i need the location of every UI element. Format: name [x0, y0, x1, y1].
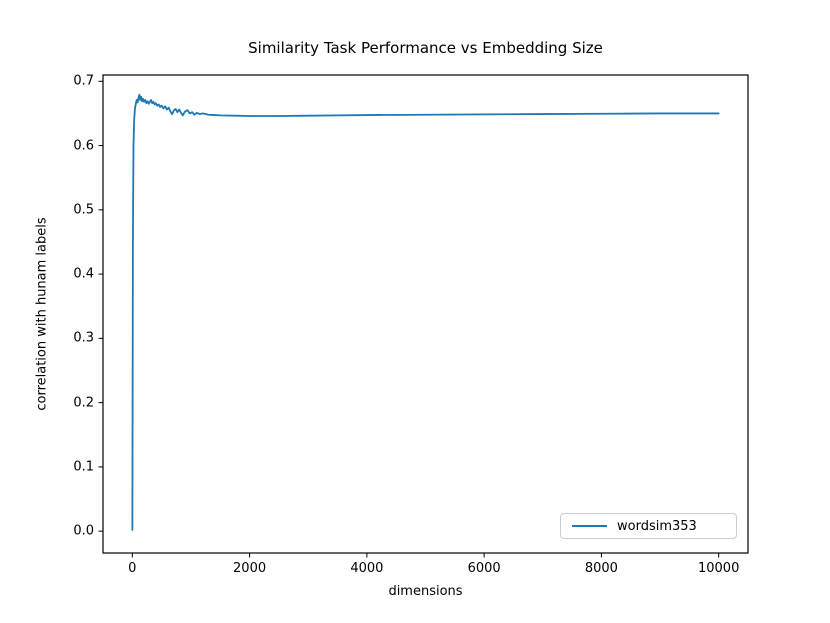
legend: wordsim353: [560, 513, 737, 539]
legend-label: wordsim353: [617, 518, 697, 534]
x-tick-label: 8000: [584, 561, 618, 576]
data-line-wordsim353: [131, 93, 720, 531]
x-tick-labels: 0 2000 4000 6000 8000 10000: [0, 561, 830, 581]
plot-frame: [102, 74, 749, 554]
x-tick-label: 10000: [697, 561, 740, 576]
y-tick-label: 0.6: [73, 138, 94, 154]
x-tick-label: 2000: [233, 561, 267, 576]
legend-line-swatch: [572, 524, 607, 528]
y-tick-label: 0.1: [73, 459, 94, 475]
y-tick-label: 0.7: [73, 73, 94, 89]
x-axis-label: dimensions: [388, 584, 463, 599]
y-tick-label: 0.3: [73, 330, 94, 346]
y-tick-label: 0.2: [73, 395, 94, 411]
chart-title: Similarity Task Performance vs Embedding…: [248, 39, 603, 57]
y-tick-label: 0.5: [73, 202, 94, 218]
y-tick-labels: 0.0 0.1 0.2 0.3 0.4 0.5 0.6 0.7: [0, 0, 94, 623]
x-tick-label: 4000: [350, 561, 384, 576]
y-tick-label: 0.4: [73, 266, 94, 282]
x-tick-label: 6000: [467, 561, 501, 576]
x-tick-label: 0: [128, 561, 137, 576]
y-tick-label: 0.0: [73, 523, 94, 539]
